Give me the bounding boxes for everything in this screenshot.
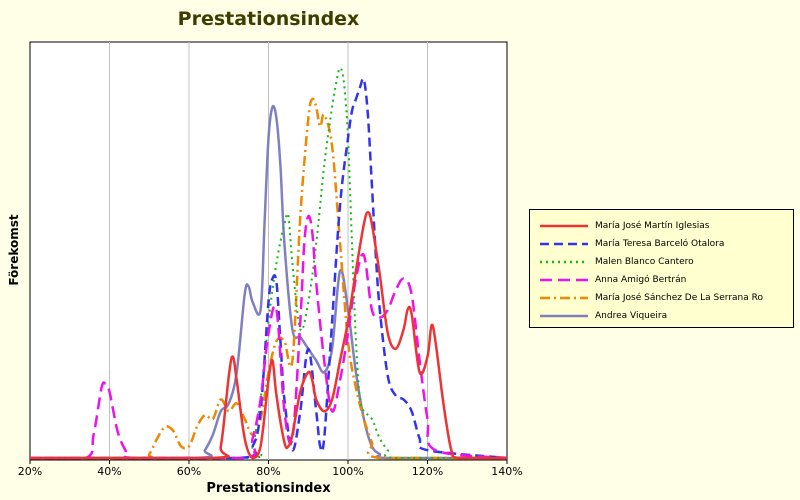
legend-swatch — [540, 314, 588, 318]
legend-label: María Teresa Barceló Otalora — [595, 239, 725, 249]
legend-swatch — [540, 242, 588, 246]
legend-swatch — [540, 278, 588, 282]
x-axis-ticks: 20% 40% 60% 80% 100% 120% 140% — [18, 460, 523, 478]
legend-item: Malen Blanco Cantero — [530, 255, 793, 269]
series-line-4 — [29, 214, 508, 460]
legend-item: María José Martín Iglesias — [530, 219, 793, 233]
legend-label: Anna Amigó Bertrán — [595, 275, 687, 285]
legend-label: Malen Blanco Cantero — [595, 257, 694, 267]
x-tick-label: 140% — [491, 465, 522, 478]
x-tick-label: 120% — [412, 465, 443, 478]
legend-item: Andrea Viqueira — [530, 309, 793, 323]
series-line-1 — [29, 211, 507, 460]
series-line-5 — [29, 97, 507, 460]
legend: María José Martín Iglesias María Teresa B… — [529, 209, 794, 328]
legend-item: María José Sánchez De La Serrana Ro — [530, 291, 793, 305]
legend-label: María José Martín Iglesias — [595, 221, 710, 231]
legend-swatch — [540, 260, 588, 264]
x-tick-label: 80% — [256, 465, 280, 478]
x-tick-label: 40% — [97, 465, 121, 478]
x-tick-label: 60% — [177, 465, 201, 478]
legend-item: María Teresa Barceló Otalora — [530, 237, 793, 251]
x-axis-label: Prestationsindex — [206, 481, 331, 496]
x-tick-label: 20% — [18, 465, 42, 478]
legend-swatch — [540, 296, 588, 300]
series-line-2 — [29, 77, 508, 460]
legend-swatch — [540, 224, 588, 228]
x-tick-label: 100% — [332, 465, 363, 478]
chart-title: Prestationsindex — [177, 8, 360, 30]
legend-label: Andrea Viqueira — [595, 311, 668, 321]
series-line-6 — [29, 104, 507, 460]
legend-item: Anna Amigó Bertrán — [530, 273, 793, 287]
series-layer — [29, 67, 508, 460]
legend-label: María José Sánchez De La Serrana Ro — [595, 293, 763, 303]
